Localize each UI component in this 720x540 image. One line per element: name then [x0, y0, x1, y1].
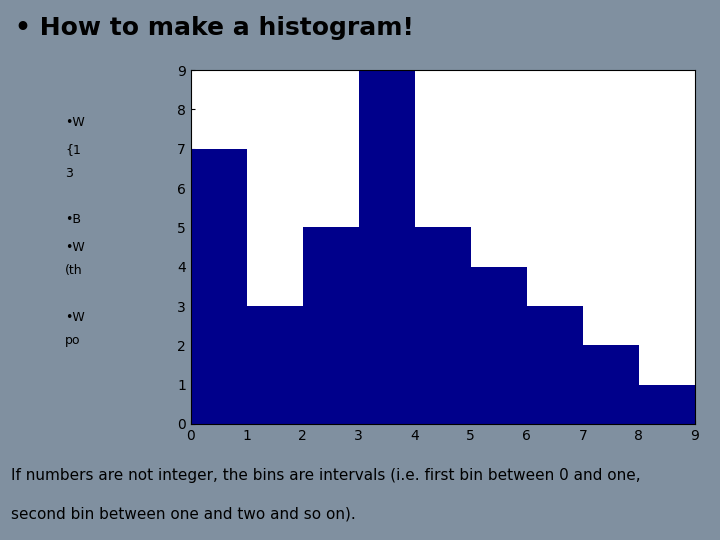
Bar	[191, 149, 247, 424]
Text: •B: •B	[66, 213, 81, 226]
Bar	[415, 227, 471, 424]
Bar	[247, 306, 303, 424]
Text: •W: •W	[66, 116, 85, 129]
Bar	[527, 306, 582, 424]
Text: •W: •W	[66, 310, 85, 323]
Text: If numbers are not integer, the bins are intervals (i.e. first bin between 0 and: If numbers are not integer, the bins are…	[11, 468, 640, 483]
Text: second bin between one and two and so on).: second bin between one and two and so on…	[11, 506, 356, 521]
Bar	[303, 227, 359, 424]
Text: •W: •W	[66, 241, 85, 254]
Text: • How to make a histogram!: • How to make a histogram!	[14, 16, 413, 40]
Bar	[695, 384, 720, 424]
Text: 3: 3	[66, 167, 73, 180]
Bar	[359, 70, 415, 424]
Bar	[582, 345, 639, 424]
Text: {1: {1	[66, 144, 81, 157]
Bar	[639, 384, 695, 424]
Text: po: po	[66, 334, 81, 347]
Text: (th: (th	[66, 264, 83, 277]
Bar	[471, 267, 527, 424]
